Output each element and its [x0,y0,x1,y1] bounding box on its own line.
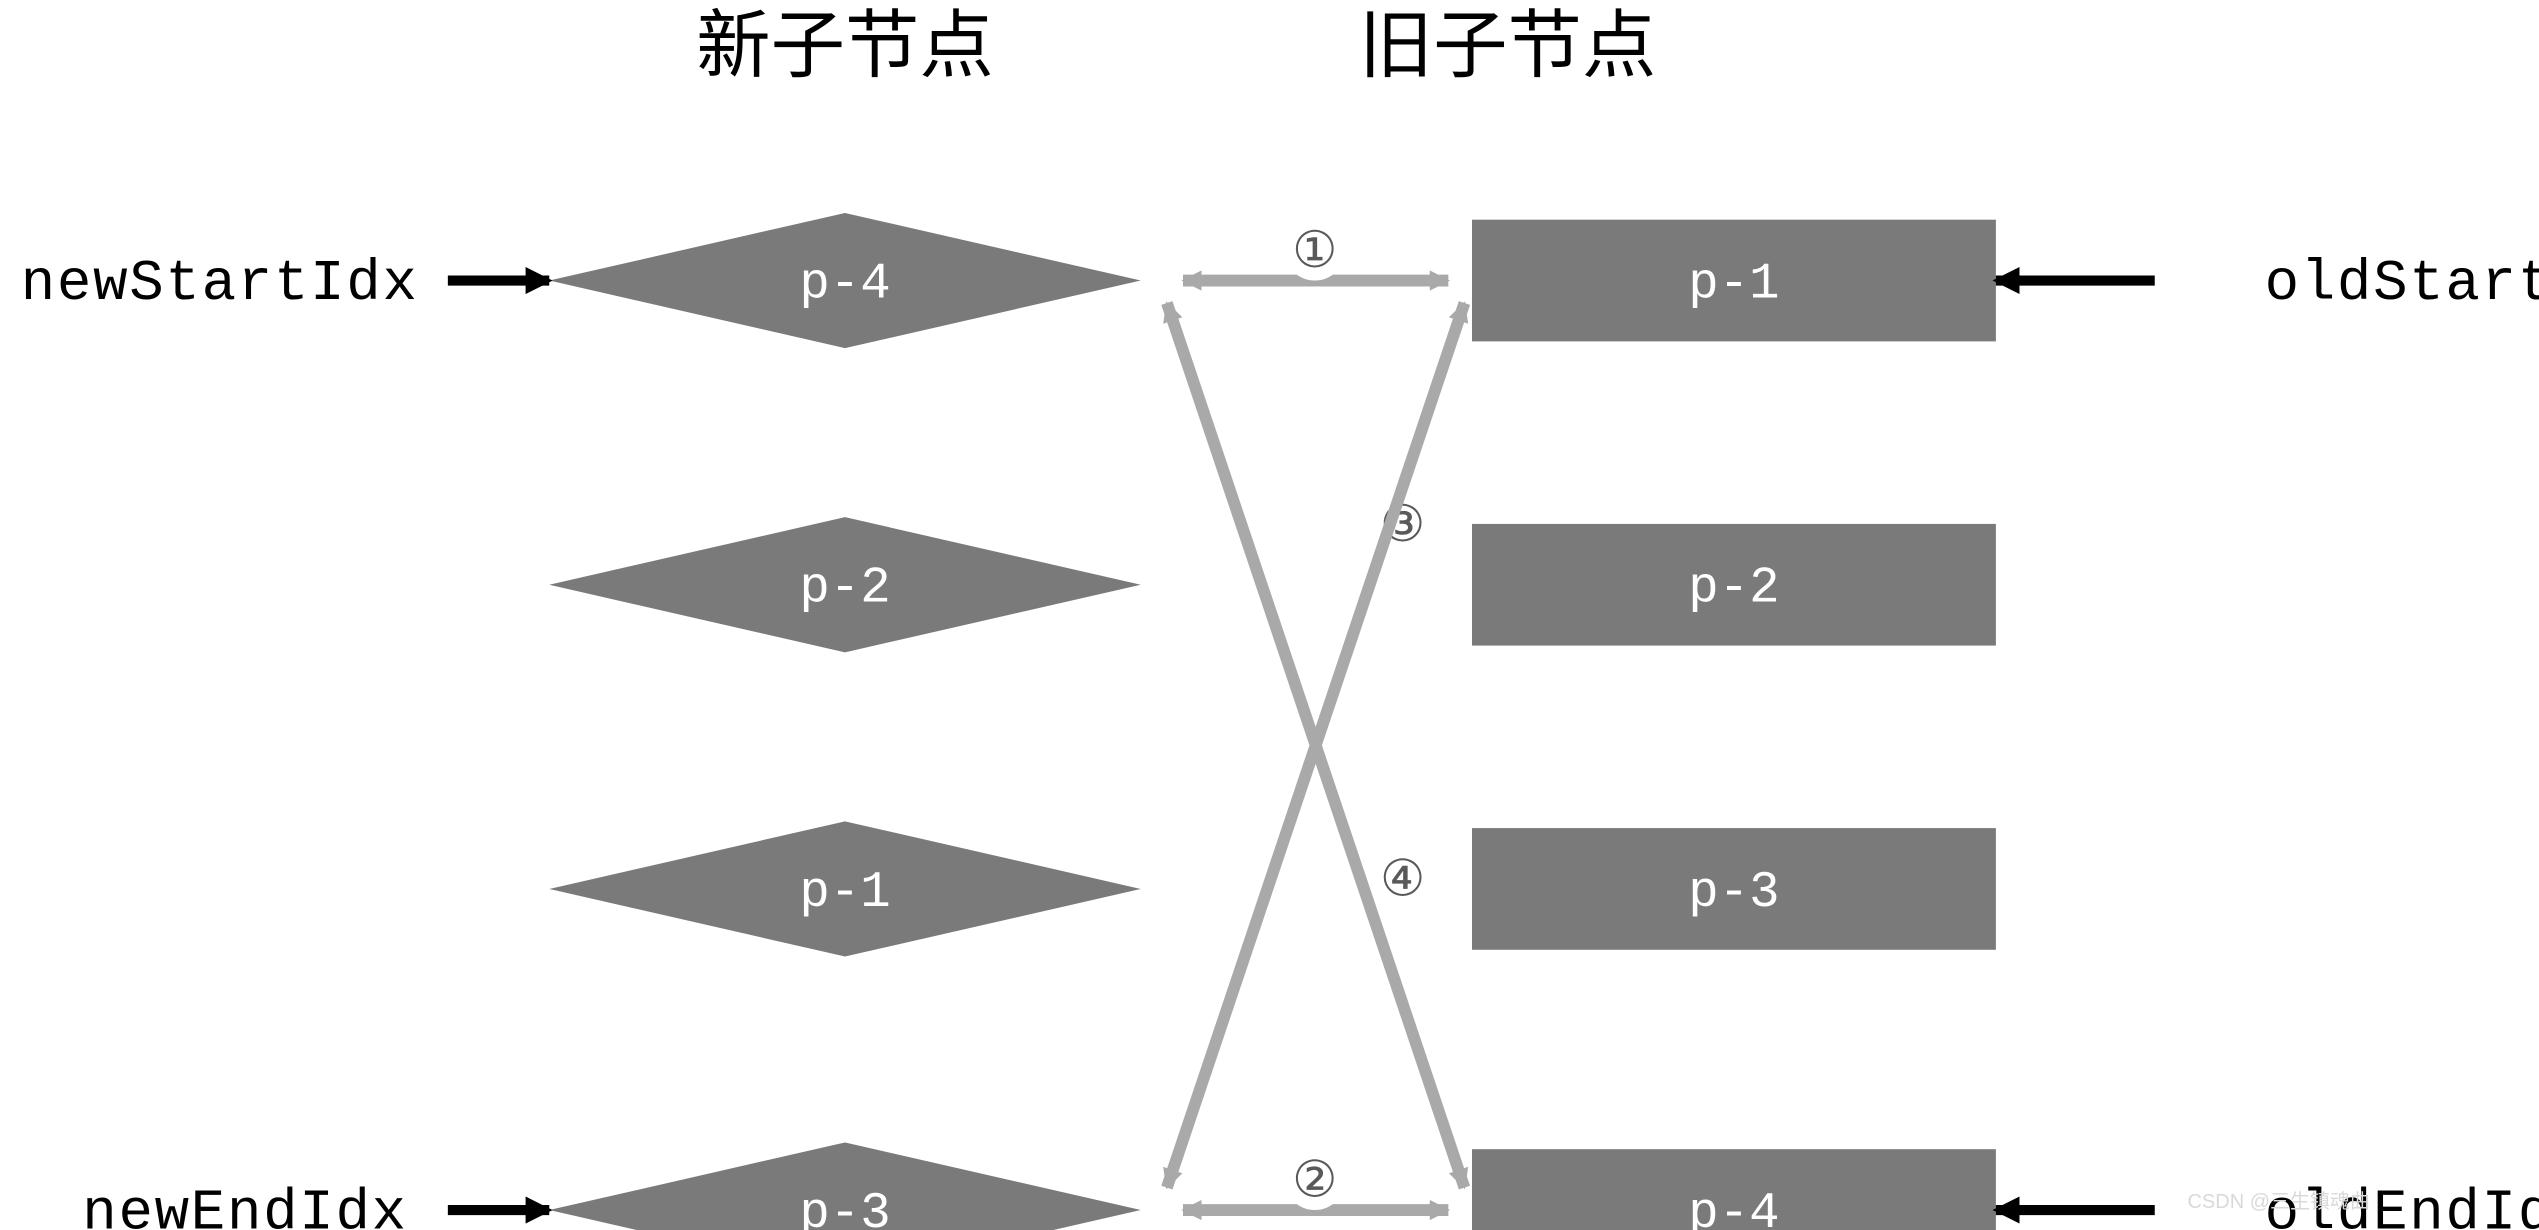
diagram-root: 新子节点旧子节点①②③④p-4p-2p-1p-3p-1p-2p-3p-4newS… [0,0,2539,1230]
old-node-label-1: p-2 [1688,561,1779,618]
new-node-label-0: p-4 [799,256,890,313]
edge-num-2: ② [1292,1151,1337,1208]
edge-num-1: ① [1292,221,1337,278]
pointer-label-left-0: newStartIdx [21,252,419,317]
heading-new: 新子节点 [696,0,993,93]
watermark: CSDN @三生镇魂曲 [2187,1190,2370,1213]
new-node-label-2: p-1 [799,865,890,922]
old-node-label-2: p-3 [1688,865,1779,922]
new-node-label-3: p-3 [799,1186,890,1230]
old-node-label-3: p-4 [1688,1186,1779,1230]
pointer-label-right-0: oldStartIdx [2265,252,2539,317]
heading-old: 旧子节点 [1359,0,1656,93]
edge-num-4: ④ [1380,850,1425,907]
old-node-label-0: p-1 [1688,256,1779,313]
diagram-svg: 新子节点旧子节点①②③④p-4p-2p-1p-3p-1p-2p-3p-4newS… [0,0,2539,1230]
pointer-label-left-1: newEndIdx [82,1182,408,1230]
new-node-label-1: p-2 [799,561,890,618]
